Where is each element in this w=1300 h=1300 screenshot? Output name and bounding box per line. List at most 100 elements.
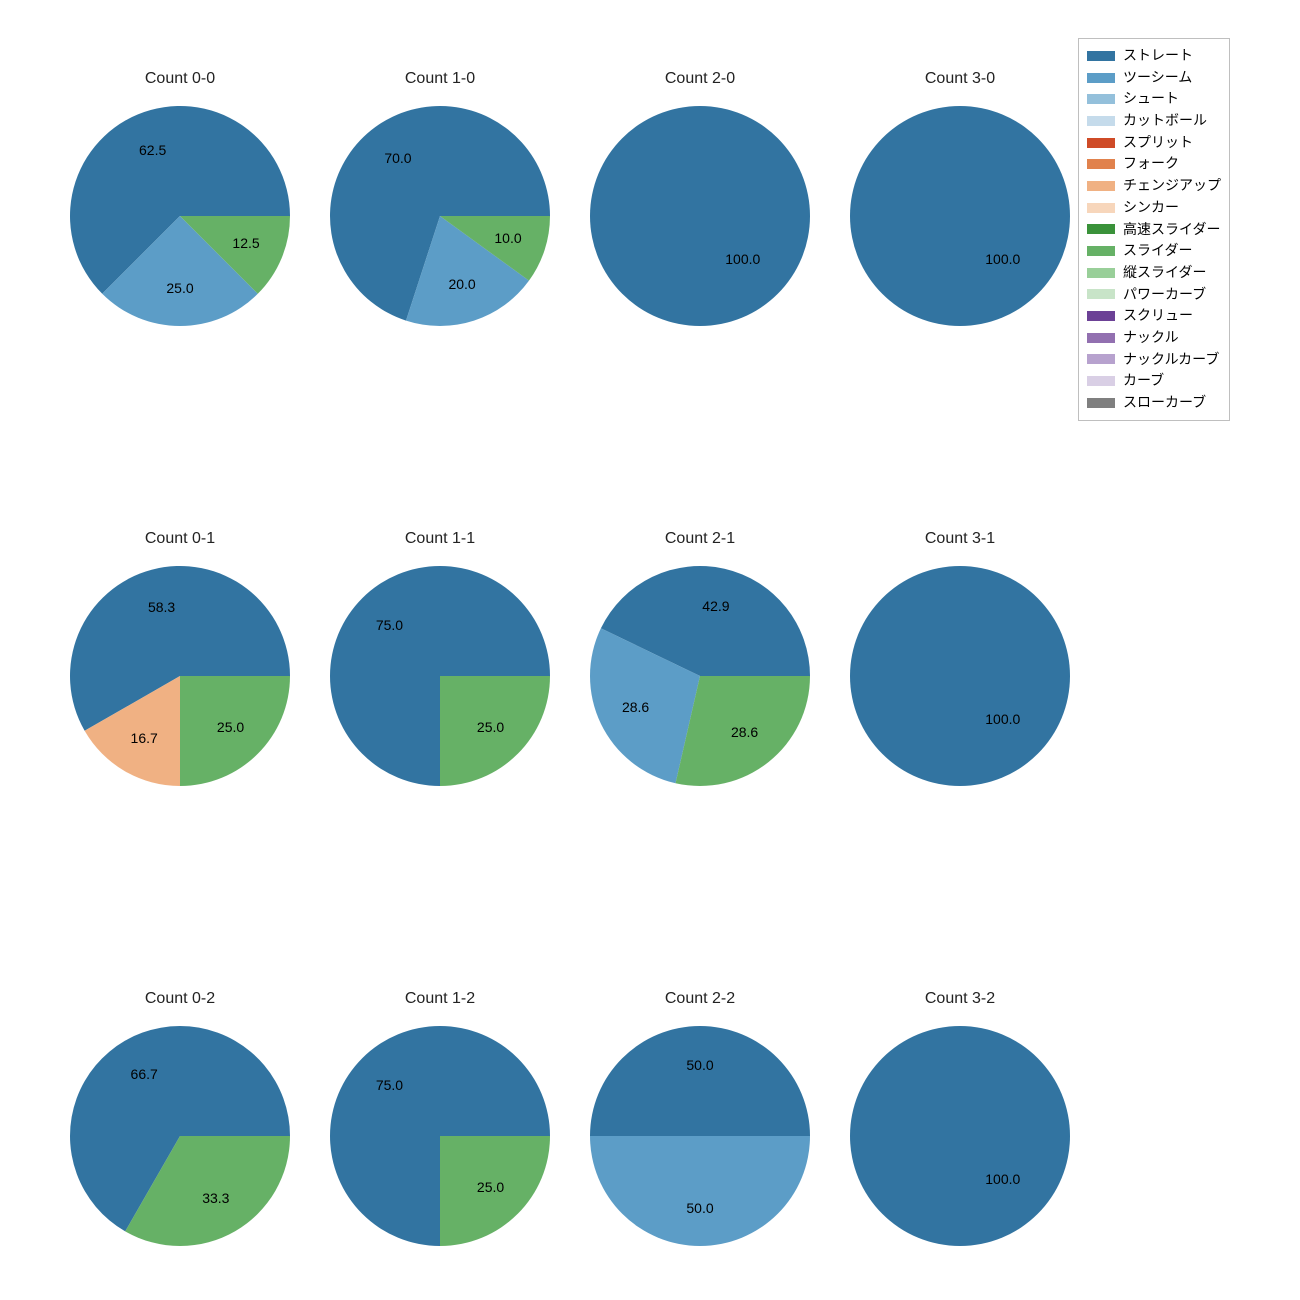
legend-item: スプリット bbox=[1087, 132, 1221, 154]
pie-slice bbox=[590, 1136, 810, 1246]
pie-wrap: 100.0 bbox=[580, 96, 820, 336]
pie-chart: Count 2-2 50.0 50.0 bbox=[580, 990, 820, 1270]
legend-label: パワーカーブ bbox=[1123, 284, 1206, 306]
legend-swatch bbox=[1087, 181, 1115, 191]
pie-slice-label: 42.9 bbox=[702, 598, 729, 614]
legend-label: シュート bbox=[1123, 88, 1179, 110]
pie-slice-label: 50.0 bbox=[686, 1200, 713, 1216]
pie-title: Count 1-1 bbox=[320, 530, 560, 548]
legend-item: 高速スライダー bbox=[1087, 219, 1221, 241]
pie-slice-label: 62.5 bbox=[139, 142, 166, 158]
pie-title: Count 1-0 bbox=[320, 70, 560, 88]
pie-title: Count 3-0 bbox=[840, 70, 1080, 88]
pie-title: Count 3-1 bbox=[840, 530, 1080, 548]
pie-chart: Count 2-0 100.0 bbox=[580, 70, 820, 350]
pie-wrap: 70.0 20.0 10.0 bbox=[320, 96, 560, 336]
pie-title: Count 0-2 bbox=[60, 990, 300, 1008]
legend-item: チェンジアップ bbox=[1087, 175, 1221, 197]
legend-swatch bbox=[1087, 333, 1115, 343]
legend-item: パワーカーブ bbox=[1087, 284, 1221, 306]
legend-item: スライダー bbox=[1087, 240, 1221, 262]
pie-title: Count 2-2 bbox=[580, 990, 820, 1008]
pie-chart: Count 3-0 100.0 bbox=[840, 70, 1080, 350]
legend-swatch bbox=[1087, 289, 1115, 299]
pie-slice-label: 100.0 bbox=[985, 251, 1020, 267]
legend-label: スライダー bbox=[1123, 240, 1192, 262]
pie-title: Count 0-0 bbox=[60, 70, 300, 88]
legend-item: ナックル bbox=[1087, 327, 1221, 349]
legend-swatch bbox=[1087, 116, 1115, 126]
pie-chart: Count 0-062.525.012.5 bbox=[60, 70, 300, 350]
pie-chart: Count 3-1 100.0 bbox=[840, 530, 1080, 810]
pie-slice-label: 70.0 bbox=[384, 150, 411, 166]
legend-label: ストレート bbox=[1123, 45, 1193, 67]
pie-chart: Count 1-275.025.0 bbox=[320, 990, 560, 1270]
legend-label: スローカーブ bbox=[1123, 392, 1206, 414]
pie-chart: Count 0-2 66.7 33.3 bbox=[60, 990, 300, 1270]
pie-slice-label: 75.0 bbox=[376, 617, 403, 633]
legend-label: カーブ bbox=[1123, 370, 1164, 392]
legend-swatch bbox=[1087, 94, 1115, 104]
pie-slice-label: 50.0 bbox=[686, 1057, 713, 1073]
legend-swatch bbox=[1087, 376, 1115, 386]
pie-wrap: 66.7 33.3 bbox=[60, 1016, 300, 1256]
pie-slice-label: 28.6 bbox=[622, 699, 649, 715]
pie-wrap: 100.0 bbox=[840, 556, 1080, 796]
pie-slice-label: 100.0 bbox=[985, 1171, 1020, 1187]
pie-title: Count 3-2 bbox=[840, 990, 1080, 1008]
pie-chart: Count 1-1 75.0 25.0 bbox=[320, 530, 560, 810]
pie-slice-label: 16.7 bbox=[131, 730, 158, 746]
pie-slice bbox=[850, 1026, 1070, 1246]
legend-label: ツーシーム bbox=[1123, 67, 1192, 89]
legend-label: シンカー bbox=[1123, 197, 1179, 219]
pie-slice-label: 25.0 bbox=[217, 719, 244, 735]
pie-slice-label: 10.0 bbox=[494, 230, 521, 246]
legend-swatch bbox=[1087, 203, 1115, 213]
pie-title: Count 2-0 bbox=[580, 70, 820, 88]
legend-swatch bbox=[1087, 246, 1115, 256]
pie-slice-label: 66.7 bbox=[131, 1066, 158, 1082]
legend-swatch bbox=[1087, 159, 1115, 169]
pie-slice bbox=[590, 1026, 810, 1136]
legend-label: スプリット bbox=[1123, 132, 1193, 154]
legend-label: チェンジアップ bbox=[1123, 175, 1221, 197]
pie-slice bbox=[590, 106, 810, 326]
legend-label: フォーク bbox=[1123, 153, 1179, 175]
pie-slice-label: 75.0 bbox=[376, 1077, 403, 1093]
pie-slice bbox=[850, 106, 1070, 326]
pie-chart: Count 0-158.316.725.0 bbox=[60, 530, 300, 810]
pie-wrap: 42.9 28.6 28.6 bbox=[580, 556, 820, 796]
legend-swatch bbox=[1087, 311, 1115, 321]
pie-slice-label: 12.5 bbox=[232, 235, 259, 251]
legend-swatch bbox=[1087, 73, 1115, 83]
legend-label: ナックルカーブ bbox=[1123, 349, 1219, 371]
pie-slice-label: 100.0 bbox=[985, 711, 1020, 727]
pie-slice-label: 100.0 bbox=[725, 251, 760, 267]
legend-item: シュート bbox=[1087, 88, 1221, 110]
pie-title: Count 0-1 bbox=[60, 530, 300, 548]
pie-chart: Count 2-142.928.628.6 bbox=[580, 530, 820, 810]
pie-chart: Count 1-0 70.0 20.0 10.0 bbox=[320, 70, 560, 350]
legend-swatch bbox=[1087, 268, 1115, 278]
legend-label: 高速スライダー bbox=[1123, 219, 1220, 241]
legend-item: スローカーブ bbox=[1087, 392, 1221, 414]
pie-wrap: 100.0 bbox=[840, 96, 1080, 336]
pie-slice-label: 28.6 bbox=[731, 724, 758, 740]
legend-item: ストレート bbox=[1087, 45, 1221, 67]
legend-item: フォーク bbox=[1087, 153, 1221, 175]
pie-slice-label: 25.0 bbox=[477, 719, 504, 735]
pie-slice-label: 25.0 bbox=[477, 1179, 504, 1195]
legend: ストレートツーシームシュートカットボールスプリットフォークチェンジアップシンカー… bbox=[1078, 38, 1230, 421]
legend-swatch bbox=[1087, 354, 1115, 364]
legend-item: カットボール bbox=[1087, 110, 1221, 132]
pie-wrap: 50.0 50.0 bbox=[580, 1016, 820, 1256]
pie-wrap: 58.316.725.0 bbox=[60, 556, 300, 796]
pie-wrap: 75.0 25.0 bbox=[320, 1016, 560, 1256]
legend-item: ナックルカーブ bbox=[1087, 349, 1221, 371]
pie-slice-label: 33.3 bbox=[202, 1190, 229, 1206]
legend-item: カーブ bbox=[1087, 370, 1221, 392]
legend-item: シンカー bbox=[1087, 197, 1221, 219]
pie-slice-label: 20.0 bbox=[448, 276, 475, 292]
pie-chart: Count 3-2 100.0 bbox=[840, 990, 1080, 1270]
legend-label: カットボール bbox=[1123, 110, 1207, 132]
